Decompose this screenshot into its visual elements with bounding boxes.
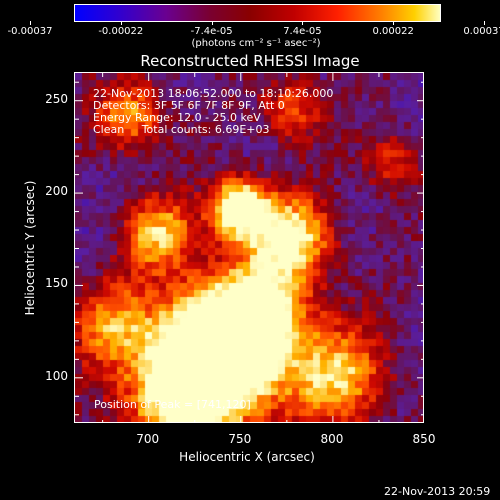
x-tick-label: 850 bbox=[412, 432, 436, 446]
colorbar-tick bbox=[393, 21, 395, 25]
info-box: 22-Nov-2013 18:06:52.000 to 18:10:26.000… bbox=[93, 88, 333, 136]
colorbar-tick-label: 7.4e-05 bbox=[283, 26, 322, 37]
axis-ticks bbox=[75, 73, 423, 422]
x-tick-label: 800 bbox=[320, 432, 344, 446]
colorbar-tick-label: 0.00022 bbox=[372, 26, 414, 37]
colorbar-tick-label: -0.00022 bbox=[98, 26, 144, 37]
info-time: 22-Nov-2013 18:06:52.000 to 18:10:26.000 bbox=[93, 87, 334, 100]
colorbar-tick-label: -7.4e-05 bbox=[190, 26, 233, 37]
colorbar-tick bbox=[30, 21, 31, 25]
info-method: Clean Total counts: 6.69E+03 bbox=[93, 123, 270, 136]
colorbar-tick-label: -0.00037 bbox=[7, 26, 53, 37]
colorbar-units: (photons cm⁻² s⁻¹ asec⁻²) bbox=[191, 38, 321, 49]
colorbar-tick-label: 0.00037 bbox=[463, 26, 500, 37]
x-tick-label: 750 bbox=[228, 432, 252, 446]
colorbar-tick bbox=[120, 21, 122, 25]
footer-date: 22-Nov-2013 20:59 bbox=[384, 485, 491, 498]
heatmap-image bbox=[75, 73, 423, 422]
x-tick-label: 700 bbox=[136, 432, 160, 446]
y-tick-label: 250 bbox=[45, 91, 68, 106]
colorbar bbox=[74, 4, 441, 22]
colorbar-tick bbox=[302, 21, 304, 25]
peak-position: Position of Peak = [741,120] bbox=[94, 398, 251, 411]
plot-title: Reconstructed RHESSI Image bbox=[140, 52, 360, 70]
y-axis-label: Heliocentric Y (arcsec) bbox=[23, 180, 37, 316]
image-plot: 22-Nov-2013 18:06:52.000 to 18:10:26.000… bbox=[74, 72, 424, 423]
info-detectors: Detectors: 3F 5F 6F 7F 8F 9F, Att 0 bbox=[93, 99, 285, 112]
colorbar-tick bbox=[211, 21, 213, 25]
x-axis-label: Heliocentric X (arcsec) bbox=[179, 450, 315, 464]
y-tick-label: 200 bbox=[45, 184, 68, 199]
y-tick-label: 100 bbox=[45, 368, 68, 383]
info-energy: Energy Range: 12.0 - 25.0 keV bbox=[93, 111, 261, 124]
colorbar-tick bbox=[484, 21, 485, 25]
y-tick-label: 150 bbox=[45, 276, 68, 291]
